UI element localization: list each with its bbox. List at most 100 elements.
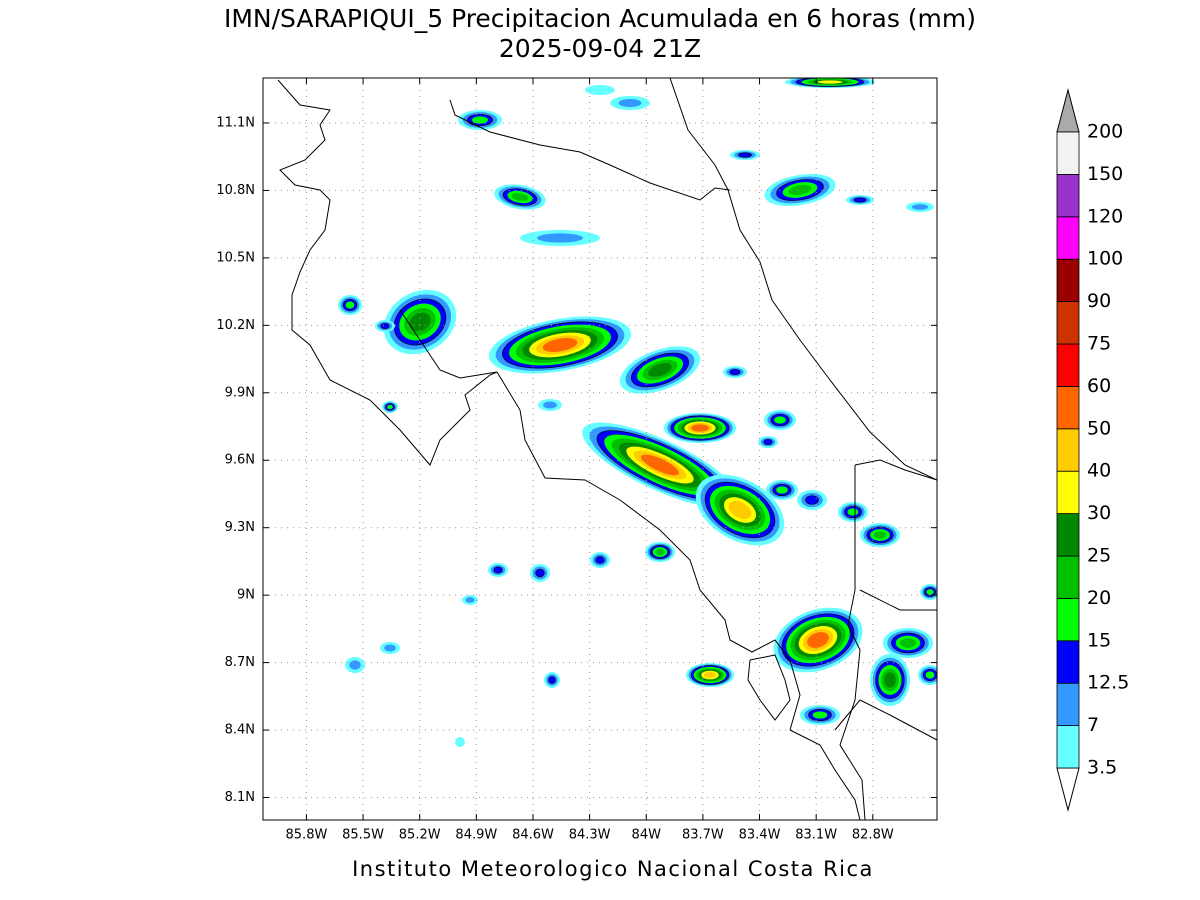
- rain-contour: [788, 184, 812, 196]
- coastline: [834, 699, 937, 741]
- colorbar-label: 120: [1087, 205, 1123, 227]
- map-footer: Instituto Meteorologico Nacional Costa R…: [352, 857, 874, 881]
- colorbar: 3.5 7 12.5 15 20 25 30 40 50 60 75 90 100 120 150 200: [1056, 88, 1129, 812]
- x-tick-label: 84.9W: [455, 828, 497, 843]
- rain-contour: [900, 638, 916, 648]
- rain-contour: [774, 416, 786, 424]
- colorbar-segment: [1056, 385, 1080, 430]
- rain-contour: [455, 737, 465, 747]
- colorbar-label: 30: [1087, 502, 1111, 524]
- border: [839, 465, 866, 820]
- colorbar-segment: [1056, 682, 1080, 727]
- y-tick-label: 9.3N: [225, 520, 255, 535]
- colorbar-segment: [1056, 343, 1080, 387]
- x-tick-label: 84W: [632, 828, 662, 843]
- x-tick-label: 84.6W: [512, 828, 554, 843]
- coastline: [747, 654, 791, 721]
- colorbar-label: 90: [1087, 290, 1111, 312]
- precipitation-field: [338, 78, 937, 747]
- x-tick-label: 83.4W: [739, 828, 781, 843]
- rain-contour: [763, 439, 773, 445]
- colorbar-label: 25: [1087, 545, 1111, 567]
- rain-contour: [543, 401, 557, 409]
- x-tick-label: 85.2W: [399, 828, 441, 843]
- y-tick-label: 9.9N: [225, 385, 255, 400]
- colorbar-label: 12.5: [1087, 672, 1129, 694]
- rain-contour: [691, 424, 709, 432]
- rain-contour: [542, 338, 578, 352]
- colorbar-segment: [1056, 131, 1080, 175]
- rain-contour: [807, 632, 829, 648]
- rain-contour: [884, 672, 896, 688]
- colorbar-segment: [1056, 301, 1080, 345]
- rain-contour: [805, 495, 819, 505]
- rain-contour: [548, 676, 556, 684]
- colorbar-segment: [1056, 216, 1080, 260]
- x-tick-label: 85.8W: [286, 828, 328, 843]
- border: [449, 99, 731, 201]
- coastlines: [277, 78, 937, 820]
- rain-contour: [387, 404, 393, 410]
- rain-contour: [472, 116, 488, 124]
- y-tick-label: 8.4N: [225, 723, 255, 738]
- y-tick-label: 10.5N: [216, 250, 255, 265]
- rain-contour: [345, 301, 355, 309]
- rain-contour: [925, 671, 935, 679]
- rain-contour: [703, 671, 717, 679]
- coastline: [399, 309, 498, 379]
- colorbar-over: [1056, 88, 1080, 133]
- x-tick-label: 82.8W: [852, 828, 894, 843]
- rain-contour: [873, 531, 887, 539]
- rain-contour: [853, 197, 867, 203]
- x-tick-label: 83.7W: [682, 828, 724, 843]
- y-tick-label: 9.6N: [225, 453, 255, 468]
- rain-contour: [537, 233, 583, 243]
- rain-contour: [384, 644, 396, 652]
- coastline: [789, 729, 861, 820]
- rain-contour: [738, 152, 752, 158]
- rain-contour: [926, 589, 934, 595]
- rain-contour: [728, 500, 752, 520]
- coastline: [859, 589, 937, 611]
- rain-contour: [729, 369, 741, 375]
- rain-contour: [380, 323, 390, 329]
- coastline: [277, 79, 498, 466]
- y-tick-label: 8.1N: [225, 790, 255, 805]
- rain-contour: [493, 566, 503, 574]
- coastline: [496, 371, 801, 731]
- y-tick-label: 10.8N: [216, 183, 255, 198]
- rain-contour: [776, 486, 788, 494]
- y-tick-label: 10.2N: [216, 318, 255, 333]
- rain-contour: [465, 597, 475, 603]
- rain-contour: [817, 80, 843, 84]
- rain-contour: [349, 660, 361, 670]
- colorbar-label: 60: [1087, 375, 1111, 397]
- colorbar-segment: [1056, 513, 1080, 557]
- y-tick-label: 11.1N: [216, 115, 255, 130]
- rain-contour: [511, 192, 529, 202]
- x-tick-label: 83.1W: [795, 828, 837, 843]
- colorbar-label: 200: [1087, 121, 1123, 143]
- colorbar-segment: [1056, 725, 1080, 769]
- colorbar-under: [1056, 767, 1080, 812]
- rain-contour: [585, 85, 615, 95]
- colorbar-segment: [1056, 555, 1080, 599]
- x-tick-label: 85.5W: [342, 828, 384, 843]
- colorbar-segment: [1056, 598, 1080, 642]
- rain-contour: [911, 204, 929, 210]
- colorbar-segment: [1056, 173, 1080, 218]
- map-title: IMN/SARAPIQUI_5 Precipitacion Acumulada …: [224, 4, 976, 33]
- colorbar-label: 20: [1087, 587, 1111, 609]
- colorbar-segment: [1056, 640, 1080, 684]
- rain-contour: [618, 98, 642, 108]
- rain-contour: [595, 556, 605, 564]
- coastline: [669, 78, 937, 481]
- rain-contour: [640, 454, 680, 476]
- x-tick-label: 84.3W: [569, 828, 611, 843]
- colorbar-label: 75: [1087, 333, 1111, 355]
- colorbar-segment: [1056, 470, 1080, 515]
- y-tick-label: 9N: [237, 588, 255, 603]
- rain-contour: [847, 508, 859, 516]
- colorbar-label: 100: [1087, 248, 1123, 270]
